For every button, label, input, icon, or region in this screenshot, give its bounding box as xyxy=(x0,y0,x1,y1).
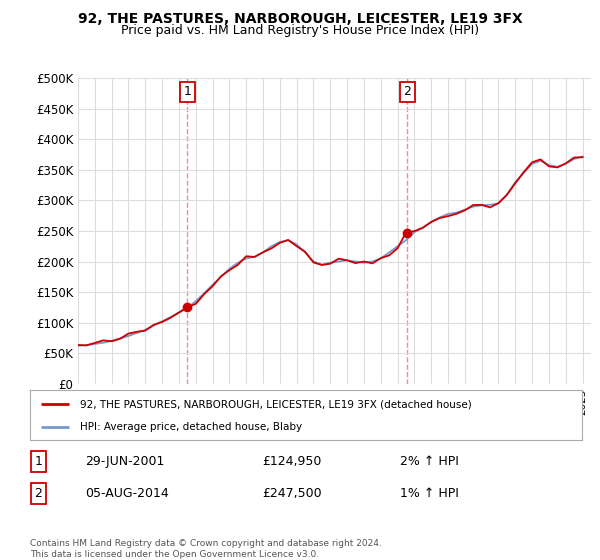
Text: HPI: Average price, detached house, Blaby: HPI: Average price, detached house, Blab… xyxy=(80,422,302,432)
Text: £247,500: £247,500 xyxy=(262,487,322,500)
Text: Price paid vs. HM Land Registry's House Price Index (HPI): Price paid vs. HM Land Registry's House … xyxy=(121,24,479,37)
Text: 1: 1 xyxy=(34,455,42,468)
Text: Contains HM Land Registry data © Crown copyright and database right 2024.
This d: Contains HM Land Registry data © Crown c… xyxy=(30,539,382,559)
Text: 2: 2 xyxy=(404,85,412,99)
Text: 1% ↑ HPI: 1% ↑ HPI xyxy=(400,487,459,500)
Text: £124,950: £124,950 xyxy=(262,455,321,468)
Text: 92, THE PASTURES, NARBOROUGH, LEICESTER, LE19 3FX: 92, THE PASTURES, NARBOROUGH, LEICESTER,… xyxy=(77,12,523,26)
Text: 2% ↑ HPI: 2% ↑ HPI xyxy=(400,455,459,468)
Text: 29-JUN-2001: 29-JUN-2001 xyxy=(85,455,164,468)
Text: 2: 2 xyxy=(34,487,42,500)
Text: 05-AUG-2014: 05-AUG-2014 xyxy=(85,487,169,500)
Text: 1: 1 xyxy=(183,85,191,99)
Text: 92, THE PASTURES, NARBOROUGH, LEICESTER, LE19 3FX (detached house): 92, THE PASTURES, NARBOROUGH, LEICESTER,… xyxy=(80,399,472,409)
